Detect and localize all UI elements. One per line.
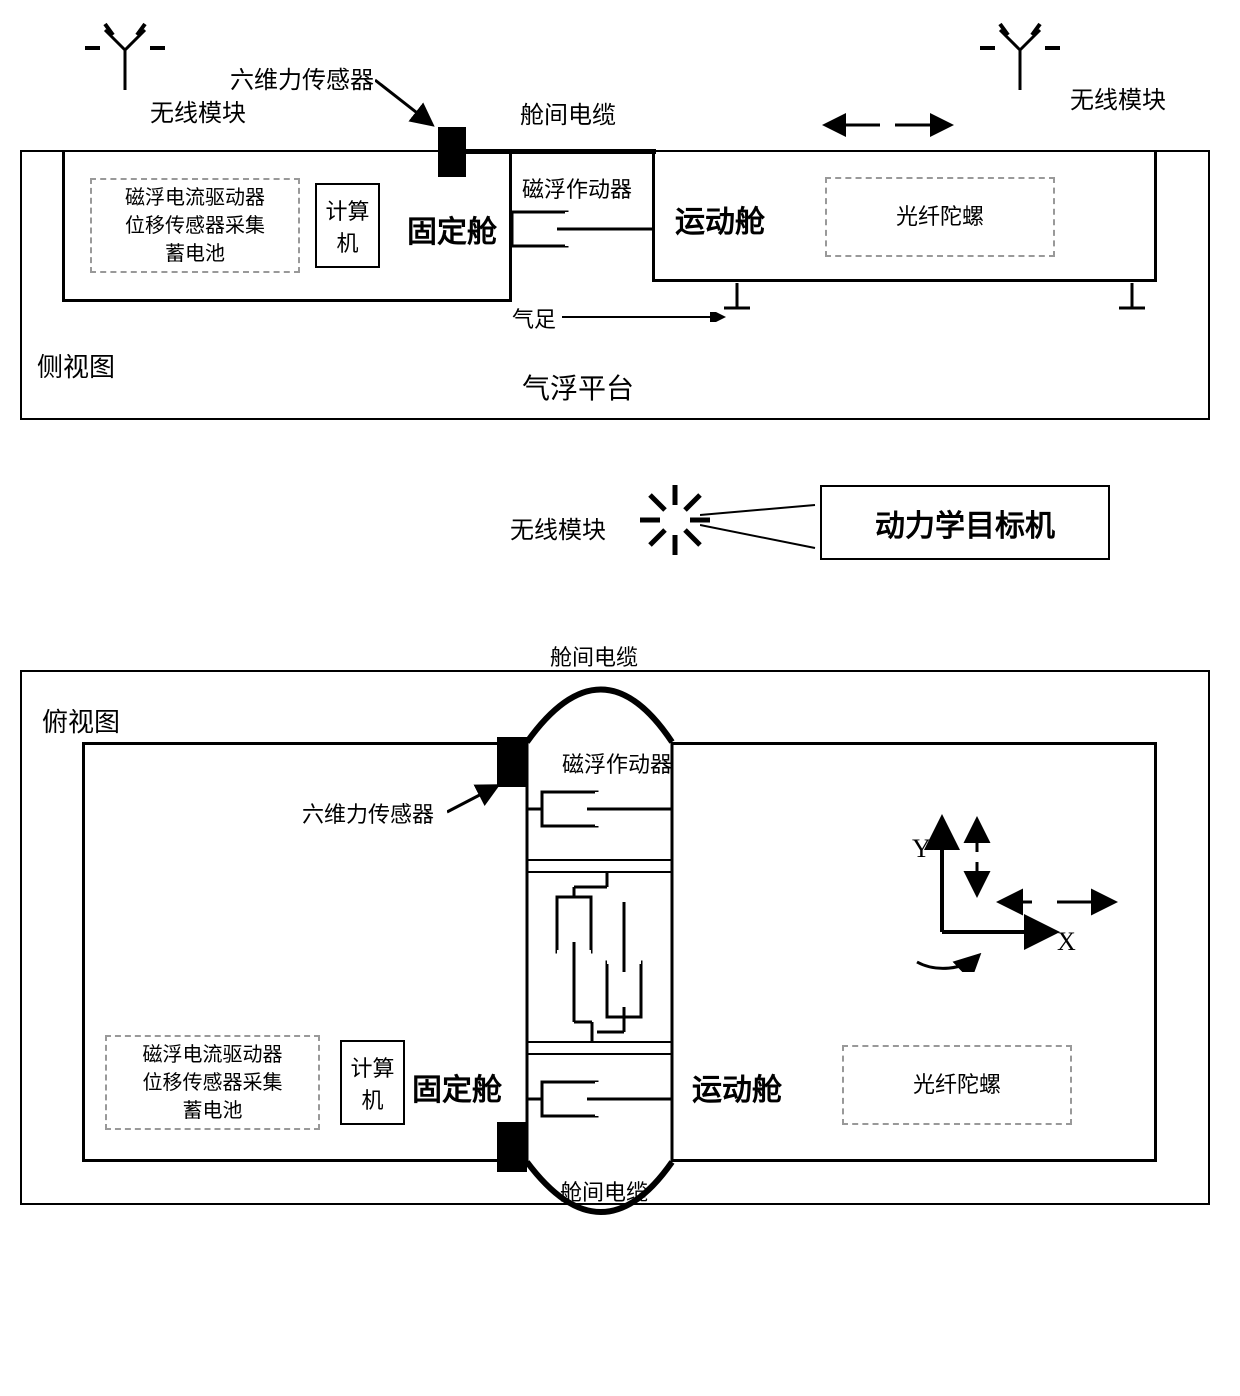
side-view-box: 磁浮电流驱动器 位移传感器采集 蓄电池 计算 机 固定舱 运动舱 光纤陀螺 磁浮…: [20, 150, 1210, 420]
actuators-top-icon: [512, 742, 687, 1162]
mid-lines-icon: [700, 500, 820, 560]
air-foot-label: 气足: [512, 302, 556, 334]
side-view-title: 侧视图: [37, 347, 115, 384]
moving-cabin: 运动舱 光纤陀螺: [652, 152, 1157, 282]
platform-label: 气浮平台: [522, 367, 634, 407]
antenna-right-icon: [980, 20, 1060, 90]
middle-row: 无线模块 动力学目标机: [20, 480, 1220, 610]
gyro-box: 光纤陀螺: [825, 177, 1055, 257]
actuator-label: 磁浮作动器: [522, 172, 632, 204]
wireless-label-left: 无线模块: [150, 93, 246, 128]
svg-text:Y: Y: [912, 834, 931, 863]
sensor-arrow-top-icon: [447, 782, 507, 817]
coord-axes-icon: Y X: [862, 802, 1122, 972]
cable-label: 舱间电缆: [520, 95, 616, 130]
air-foot-arrow-icon: [562, 312, 732, 322]
cable-label-bottom: 舱间电缆: [560, 1175, 648, 1207]
motion-arrows-icon: [820, 110, 960, 140]
sensor-arrow-icon: [375, 75, 445, 135]
gyro-box-top: 光纤陀螺: [842, 1045, 1072, 1125]
sensor-block: [438, 127, 466, 177]
computer-box-top: 计算 机: [340, 1040, 405, 1125]
top-view-title: 俯视图: [42, 702, 120, 739]
air-foot-2-icon: [1117, 283, 1147, 313]
moving-cabin-label: 运动舱: [675, 197, 765, 241]
cable-line: [466, 149, 656, 154]
diagram-root: 无线模块 无线模块 六维力传感器 舱间电缆 磁浮电流驱动器 位移传感器采集 蓄电…: [20, 20, 1220, 1230]
wireless-label-mid: 无线模块: [510, 510, 606, 545]
fixed-cabin-label-top: 固定舱: [412, 1065, 502, 1109]
actuator-icon: [512, 207, 652, 252]
sensor-label: 六维力传感器: [230, 60, 374, 95]
antenna-left-icon: [85, 20, 165, 90]
air-foot-1-icon: [722, 283, 752, 313]
top-view-box: 俯视图 磁浮电流驱动器 位移传感器采集 蓄电池 计算 机 固定舱 六维力传感器 …: [20, 670, 1210, 1205]
driver-box-top: 磁浮电流驱动器 位移传感器采集 蓄电池: [105, 1035, 320, 1130]
driver-box: 磁浮电流驱动器 位移传感器采集 蓄电池: [90, 178, 300, 273]
top-view-container: 舱间电缆 俯视图 磁浮电流驱动器 位移传感器采集 蓄电池 计算 机 固定舱 六维…: [20, 630, 1220, 1230]
fixed-cabin-label: 固定舱: [407, 207, 497, 251]
target-machine-box: 动力学目标机: [820, 485, 1110, 560]
computer-box: 计算 机: [315, 183, 380, 268]
side-view-container: 无线模块 无线模块 六维力传感器 舱间电缆 磁浮电流驱动器 位移传感器采集 蓄电…: [20, 20, 1220, 440]
svg-text:X: X: [1057, 927, 1076, 956]
sensor-label-top: 六维力传感器: [302, 797, 434, 829]
wireless-label-right: 无线模块: [1070, 80, 1166, 115]
moving-cabin-label-top: 运动舱: [692, 1065, 782, 1109]
